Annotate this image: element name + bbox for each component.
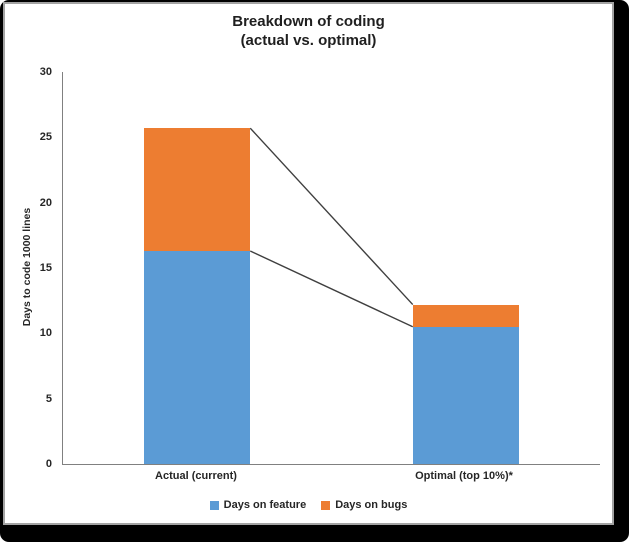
legend-label-feature: Days on feature bbox=[223, 499, 307, 511]
x-axis-label-actual: Actual (current) bbox=[155, 470, 237, 482]
chart-title: Breakdown of coding (actual vs. optimal) bbox=[5, 12, 612, 50]
legend-item-bugs: Days on bugs bbox=[321, 499, 407, 511]
chart-title-line2: (actual vs. optimal) bbox=[240, 32, 377, 49]
y-tick-label: 30 bbox=[39, 66, 52, 78]
plot-area bbox=[62, 72, 600, 465]
chart-panel: Breakdown of coding (actual vs. optimal)… bbox=[3, 2, 614, 525]
legend-swatch-feature bbox=[209, 500, 219, 510]
x-axis-label-optimal: Optimal (top 10%)* bbox=[415, 470, 513, 482]
legend-label-bugs: Days on bugs bbox=[335, 499, 408, 511]
bar-optimal bbox=[412, 304, 519, 464]
legend-item-feature: Days on feature bbox=[209, 499, 307, 511]
y-tick-label: 25 bbox=[39, 131, 52, 144]
segment-days-on-bugs bbox=[412, 304, 519, 327]
segment-days-on-bugs bbox=[144, 128, 251, 252]
series-connector-lines bbox=[249, 127, 414, 328]
y-tick-label: 20 bbox=[39, 196, 52, 209]
legend-swatch-bugs bbox=[321, 500, 331, 510]
y-tick-label: 0 bbox=[45, 458, 52, 470]
segment-days-on-feature bbox=[144, 251, 251, 464]
bar-actual bbox=[144, 128, 251, 464]
segment-days-on-feature bbox=[412, 326, 519, 464]
chart-title-line1: Breakdown of coding bbox=[232, 13, 385, 30]
y-tick-label: 10 bbox=[39, 327, 52, 340]
legend: Days on feature Days on bugs bbox=[5, 499, 612, 511]
y-tick-label: 5 bbox=[45, 392, 52, 405]
y-tick-label: 15 bbox=[39, 262, 52, 274]
y-axis-tick-labels: 0 5 10 15 20 25 30 bbox=[5, 4, 52, 523]
